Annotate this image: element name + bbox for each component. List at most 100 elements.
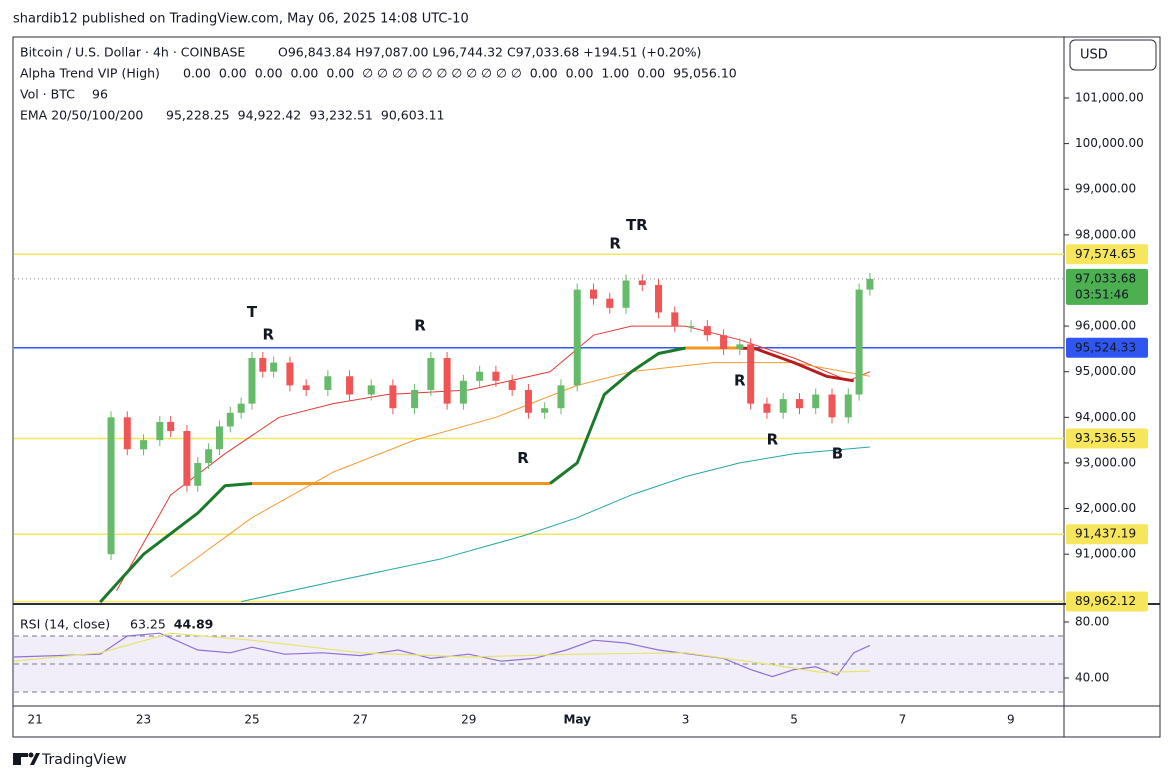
- level-price-label-box: [1066, 591, 1148, 612]
- signal-label: R: [414, 317, 426, 335]
- signal-label: B: [832, 444, 843, 462]
- candle-body: [844, 394, 852, 418]
- time-tick-label: 3: [682, 713, 690, 727]
- candle-body: [687, 326, 695, 328]
- candle-body: [411, 389, 419, 409]
- legend-value: 0.00: [219, 66, 247, 81]
- signal-label: R: [734, 371, 746, 389]
- level-price-label-box: [1066, 337, 1148, 358]
- candle-body: [140, 440, 148, 450]
- rsi-value: 63.25: [130, 617, 166, 632]
- current-price-label: 97,033.68: [1075, 271, 1136, 285]
- level-price-label: 91,437.19: [1075, 527, 1136, 541]
- candle-body: [671, 312, 679, 327]
- candle-body: [215, 426, 223, 450]
- time-tick-label: 27: [353, 713, 368, 727]
- candle-body: [855, 289, 863, 395]
- candle-body: [107, 417, 115, 555]
- indicator-line: [549, 346, 686, 485]
- indicator-line: [99, 482, 253, 604]
- publish-header: shardib12 published on TradingView.com, …: [13, 12, 469, 27]
- legend-value: 95,228.25: [166, 108, 230, 123]
- currency: USD: [1080, 48, 1108, 63]
- candle-body: [557, 385, 565, 409]
- candle-countdown: 03:51:46: [1075, 287, 1129, 301]
- candle-body: [205, 449, 213, 463]
- legend-value: 0.00: [566, 66, 594, 81]
- candle-body: [226, 412, 234, 427]
- signal-label: T: [247, 303, 258, 321]
- legend-value: ∅ ∅ ∅ ∅ ∅ ∅ ∅ ∅ ∅ ∅ ∅: [362, 66, 522, 81]
- vol-legend: Vol · BTC: [20, 87, 75, 102]
- time-tick-label: 21: [28, 713, 43, 727]
- rsi-line: [13, 632, 871, 678]
- candle-body: [508, 380, 516, 390]
- candle-body: [459, 380, 467, 404]
- legend-value: 90,603.11: [381, 108, 445, 123]
- candle-body: [703, 326, 711, 336]
- rsi-legend: RSI (14, close): [20, 617, 110, 632]
- candle-body: [573, 289, 581, 386]
- price-tick-label: 99,000.00: [1075, 182, 1136, 196]
- current-price-box: [1066, 268, 1148, 305]
- candle-body: [248, 358, 256, 404]
- candle-body: [302, 385, 310, 390]
- level-price-label-box: [1066, 244, 1148, 265]
- price-tick-label: 95,000.00: [1075, 364, 1136, 378]
- signal-label: R: [609, 234, 621, 252]
- footer-brand: TradingView: [41, 752, 127, 768]
- price-tick-label: 98,000.00: [1075, 227, 1136, 241]
- signal-label: R: [517, 449, 529, 467]
- time-tick-label: May: [563, 713, 591, 727]
- candle-body: [324, 376, 332, 390]
- candle-body: [541, 408, 549, 413]
- candle-body: [286, 362, 294, 386]
- price-tick-label: 93,000.00: [1075, 455, 1136, 469]
- legend-value: 94,922.42: [238, 108, 302, 123]
- candle-body: [795, 399, 803, 409]
- candle-body: [524, 389, 532, 413]
- rsi-value: 44.89: [174, 617, 214, 632]
- time-tick-label: 29: [461, 713, 476, 727]
- price-tick-label: 101,000.00: [1075, 90, 1144, 104]
- candle-body: [763, 403, 771, 413]
- legend-value: 0.00: [291, 66, 319, 81]
- candle-body: [427, 358, 435, 390]
- level-price-label-box: [1066, 524, 1148, 545]
- candle-body: [589, 289, 597, 299]
- time-tick-label: 9: [1007, 713, 1015, 727]
- candle-body: [606, 298, 614, 308]
- vol-value: 96: [92, 87, 108, 102]
- legend-value: 1.00: [601, 66, 629, 81]
- candle-body: [720, 335, 728, 349]
- candle-body: [259, 358, 267, 372]
- candle-body: [156, 421, 164, 441]
- legend-value: 95,056.10: [673, 66, 737, 81]
- level-price-label: 93,536.55: [1075, 431, 1136, 445]
- symbol-legend: Bitcoin / U.S. Dollar · 4h · COINBASE: [20, 45, 245, 60]
- level-price-label-box: [1066, 428, 1148, 449]
- rsi-tick-label: 40.00: [1075, 670, 1109, 684]
- level-price-label: 89,962.12: [1075, 594, 1136, 608]
- price-tick-label: 92,000.00: [1075, 501, 1136, 515]
- legend-value: 93,232.51: [309, 108, 373, 123]
- signal-label: TR: [626, 216, 648, 234]
- candle-body: [167, 421, 175, 432]
- candle-body: [367, 385, 375, 395]
- tv-logo: [13, 752, 40, 765]
- candle-body: [779, 399, 787, 413]
- candle-body: [270, 362, 278, 372]
- price-tick-label: 96,000.00: [1075, 319, 1136, 333]
- time-tick-label: 5: [790, 713, 798, 727]
- level-price-label: 97,574.65: [1075, 247, 1136, 261]
- candle-body: [194, 462, 202, 486]
- candle-body: [866, 278, 874, 290]
- currency-button[interactable]: [1069, 39, 1157, 71]
- legend-value: 0.00: [637, 66, 665, 81]
- indicator-line: [116, 325, 871, 591]
- candle-body: [828, 394, 836, 418]
- rsi-line: [13, 632, 870, 674]
- candle-body: [123, 417, 131, 450]
- price-tick-label: 91,000.00: [1075, 547, 1136, 561]
- candle-body: [812, 394, 820, 409]
